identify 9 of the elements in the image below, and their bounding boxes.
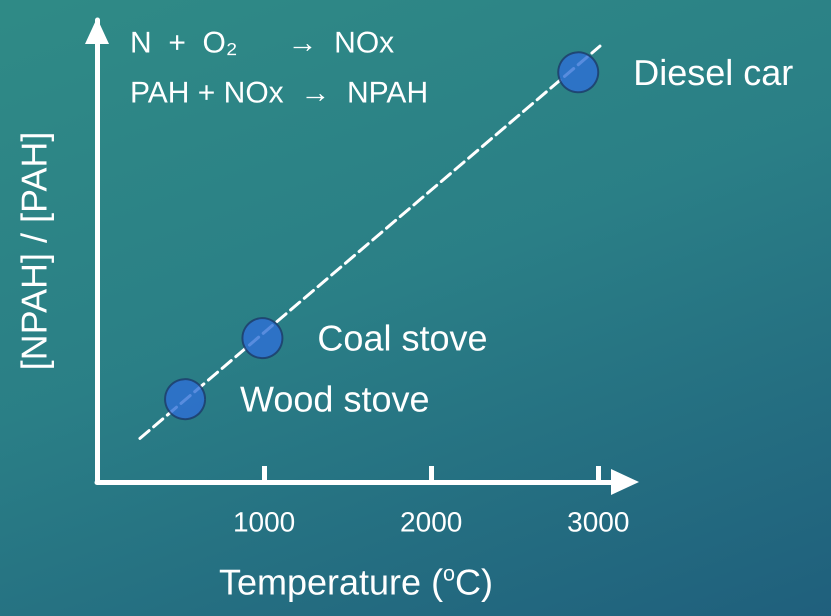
annotation: Diesel car	[633, 52, 794, 93]
x-tick-label: 1000	[232, 506, 296, 538]
annotation: PAH + NOx → NPAH	[130, 76, 428, 110]
x-tick-label: 3000	[567, 506, 630, 538]
annotation: Wood stove	[240, 378, 430, 420]
annotation: Coal stove	[317, 318, 488, 359]
annotation: N + O₂ → NOx	[130, 26, 394, 60]
x-tick-label: 2000	[400, 506, 462, 538]
y-axis-title: [NPAH] / [PAH]	[14, 132, 54, 370]
